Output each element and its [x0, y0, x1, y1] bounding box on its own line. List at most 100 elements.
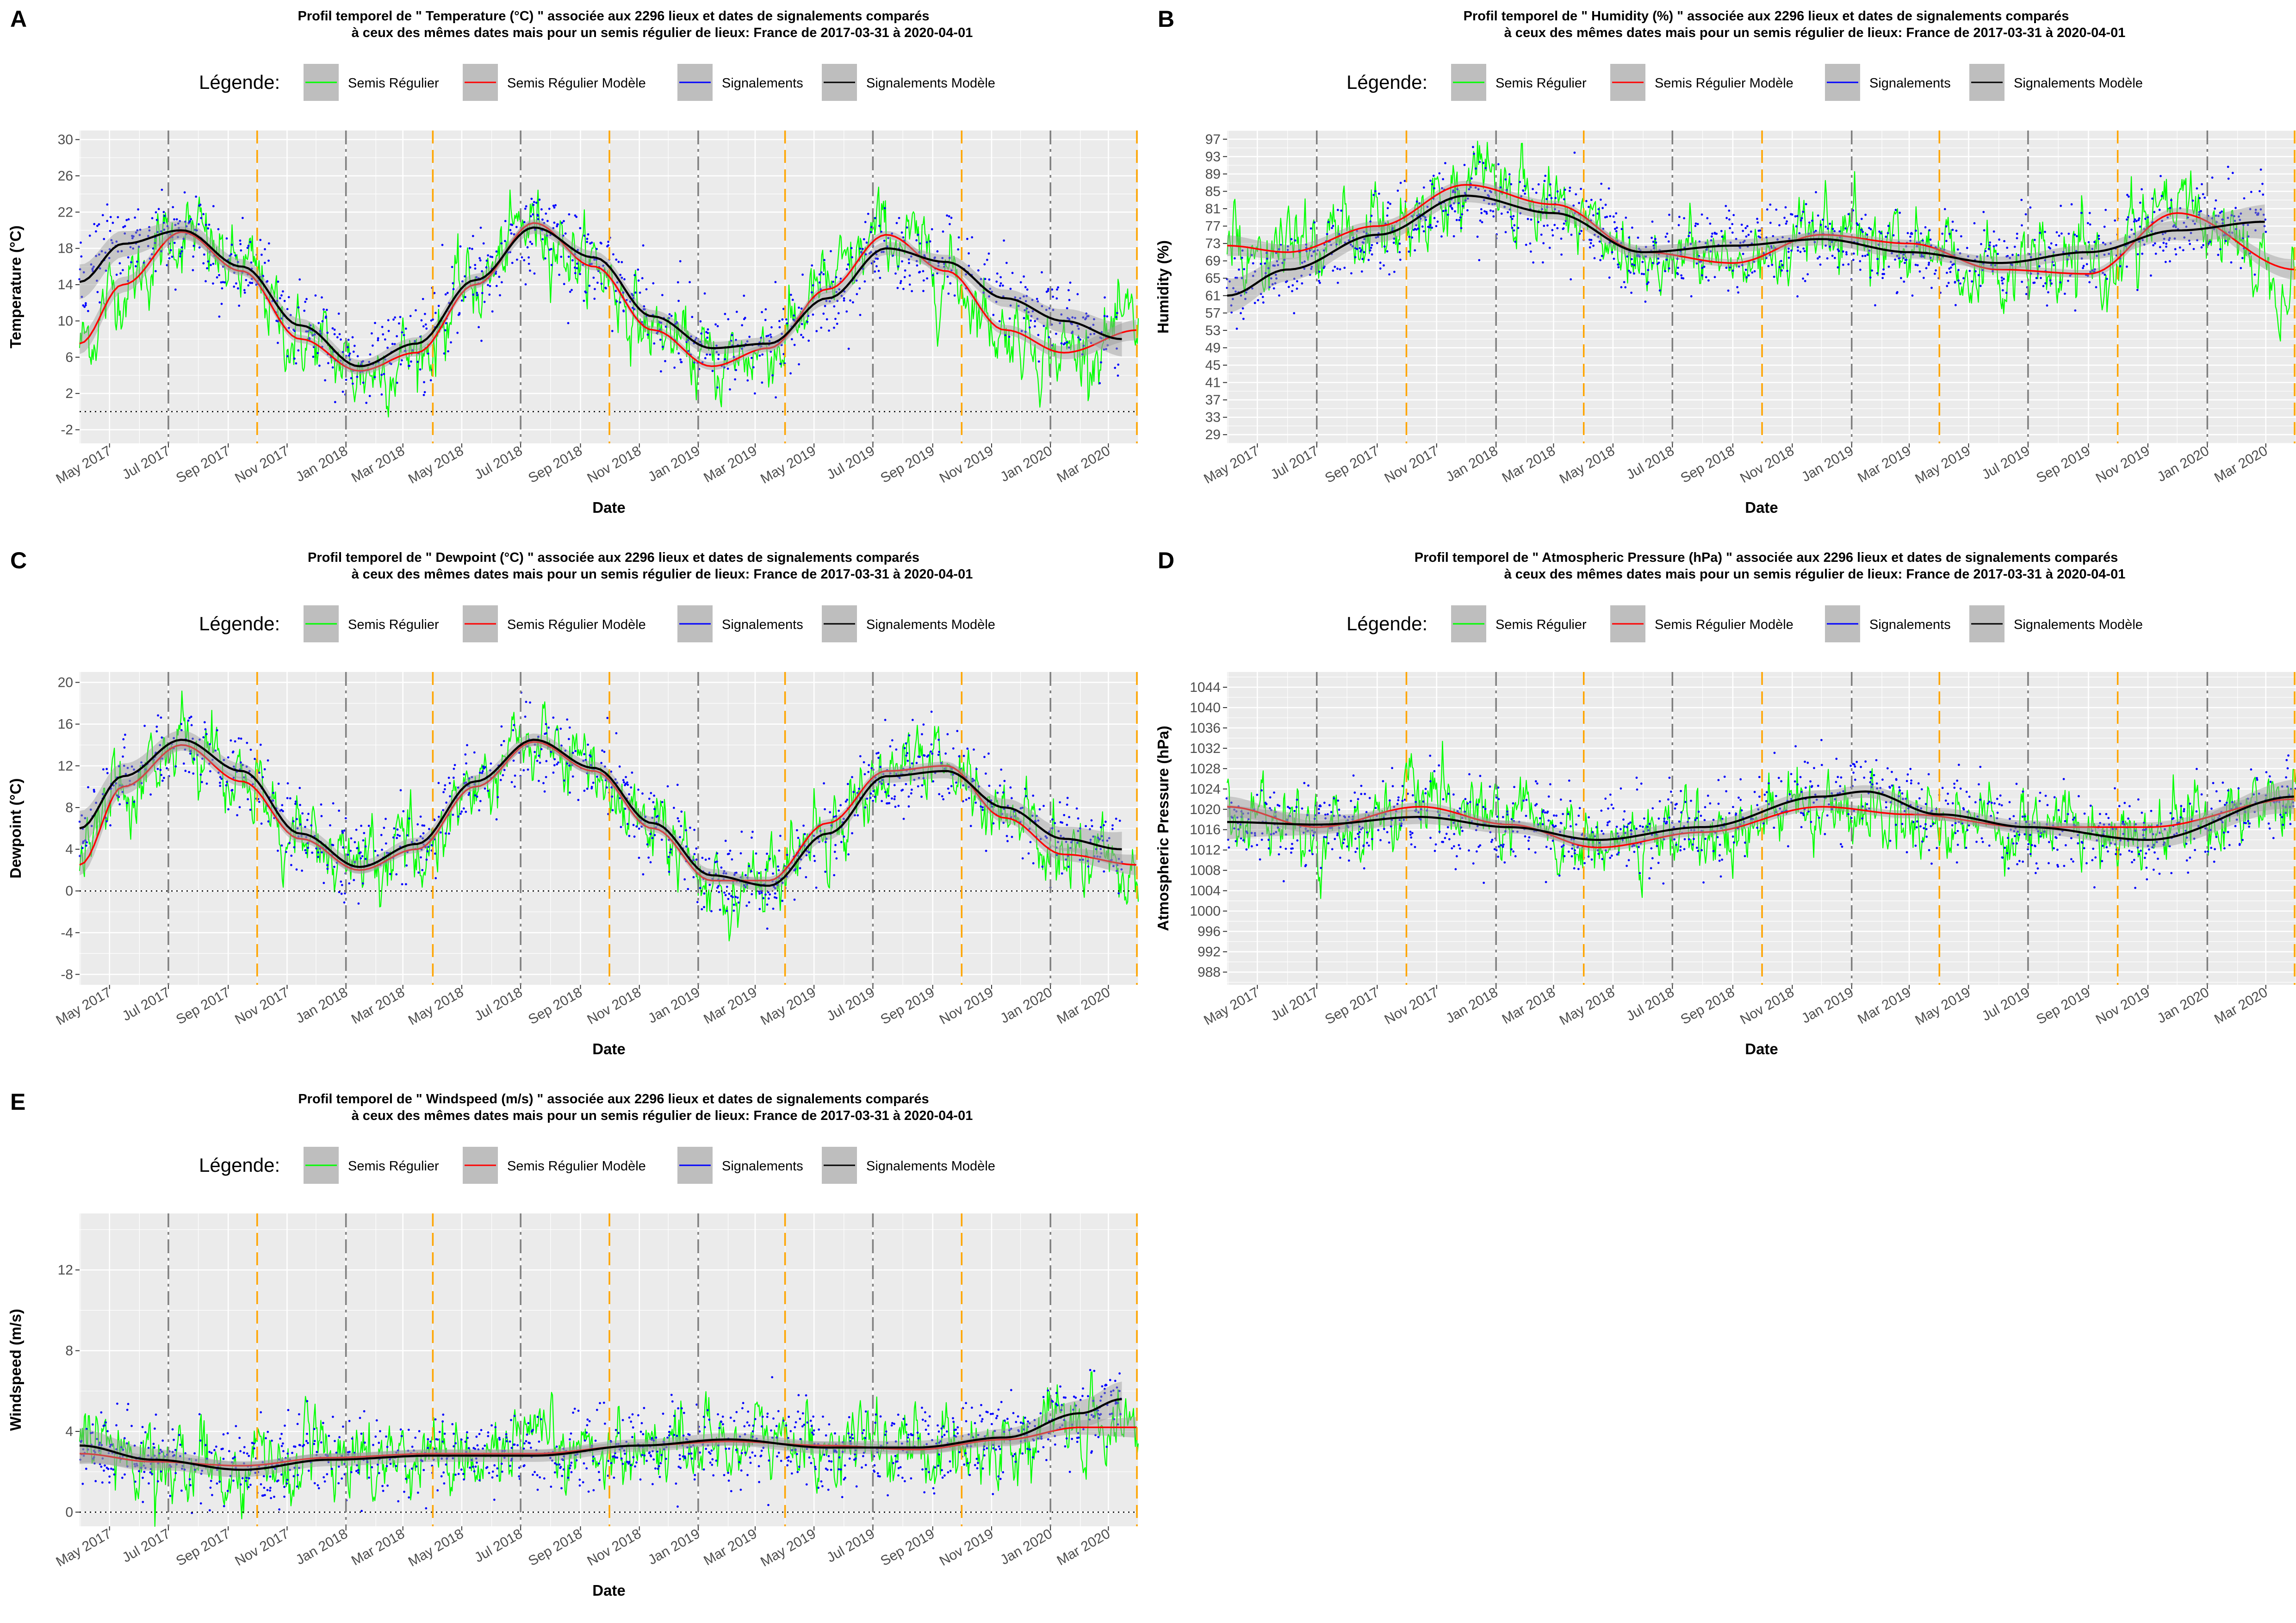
signalement-point: [937, 265, 940, 267]
signalement-point: [299, 823, 302, 826]
signalement-point: [834, 317, 837, 320]
signalement-point: [1336, 267, 1339, 270]
signalement-point: [408, 365, 411, 367]
signalement-point: [1873, 774, 1875, 777]
signalement-point: [495, 818, 498, 821]
signalement-point: [2101, 860, 2104, 863]
signalement-point: [362, 381, 365, 384]
signalement-point: [2127, 216, 2129, 218]
signalement-point: [1640, 782, 1643, 785]
signalement-point: [2103, 225, 2106, 228]
signalement-point: [104, 251, 107, 254]
signalement-point: [331, 327, 334, 330]
signalement-point: [1505, 189, 1508, 192]
signalement-point: [344, 817, 347, 820]
signalement-point: [1866, 233, 1868, 236]
legend: Légende: Semis Régulier Semis Régulier Mod…: [199, 1147, 995, 1184]
signalement-point: [1693, 838, 1695, 840]
signalement-point: [1409, 833, 1412, 836]
signalement-point: [752, 366, 755, 369]
signalement-point: [1229, 280, 1231, 283]
signalement-point: [1333, 797, 1335, 800]
signalement-point: [937, 753, 940, 756]
signalement-point: [716, 852, 719, 855]
signalement-point: [1575, 193, 1577, 196]
signalement-point: [1301, 261, 1303, 264]
signalement-point: [638, 857, 640, 859]
signalement-point: [724, 894, 727, 896]
signalement-point: [556, 728, 558, 731]
signalement-point: [2225, 802, 2228, 804]
signalement-point: [910, 255, 912, 258]
signalement-point: [1886, 767, 1889, 770]
signalement-point: [1794, 745, 1797, 747]
signalement-point: [1869, 276, 1872, 279]
signalement-point: [1362, 844, 1365, 847]
signalement-point: [481, 292, 484, 294]
signalement-point: [1334, 838, 1336, 840]
signalement-point: [489, 285, 491, 287]
signalement-point: [988, 784, 991, 787]
signalement-point: [1051, 344, 1054, 347]
signalement-point: [1363, 230, 1365, 233]
signalement-point: [533, 272, 536, 275]
signalement-point: [1620, 228, 1623, 230]
signalement-point: [307, 330, 310, 333]
x-tick-label: May 2017: [54, 984, 114, 1028]
signalement-point: [2011, 254, 2014, 256]
signalement-point: [2000, 804, 2003, 807]
signalement-point: [616, 281, 619, 284]
signalement-point: [1525, 243, 1527, 246]
signalement-point: [2139, 225, 2141, 228]
signalement-point: [2231, 172, 2234, 174]
signalement-point: [1697, 810, 1700, 813]
signalement-point: [272, 791, 274, 794]
signalement-point: [1274, 274, 1277, 276]
signalement-point: [1883, 273, 1886, 275]
signalement-point: [632, 297, 635, 299]
signalement-point: [588, 285, 591, 287]
signalement-point: [541, 238, 544, 241]
signalement-point: [277, 342, 279, 344]
y-tick-label: 1016: [1190, 822, 1221, 838]
signalement-point: [303, 310, 306, 312]
signalement-point: [287, 296, 290, 298]
signalement-point: [1664, 236, 1667, 238]
signalement-point: [323, 308, 325, 311]
signalement-point: [985, 772, 987, 775]
signalement-point: [778, 849, 781, 852]
signalement-point: [962, 755, 965, 757]
signalement-point: [1735, 238, 1738, 240]
signalement-point: [915, 239, 918, 242]
signalement-point: [1356, 248, 1359, 250]
signalement-point: [1892, 234, 1895, 236]
signalement-point: [1264, 262, 1266, 265]
chart-title-line1: Profil temporel de " Windspeed (m/s) " a…: [298, 1092, 929, 1107]
signalement-point: [1410, 843, 1413, 846]
signalement-point: [237, 737, 240, 740]
signalement-point: [737, 901, 740, 904]
signalement-point: [988, 295, 991, 298]
signalement-point: [534, 751, 536, 753]
signalement-point: [1055, 332, 1057, 335]
signalement-point: [727, 318, 730, 321]
signalement-point: [2153, 851, 2156, 854]
signalement-point: [301, 870, 303, 872]
signalement-point: [491, 256, 494, 258]
signalement-point: [925, 241, 928, 243]
signalement-point: [423, 381, 425, 384]
signalement-point: [1758, 776, 1761, 778]
signalement-point: [1783, 217, 1786, 219]
signalement-point: [2040, 277, 2042, 280]
signalement-point: [532, 204, 535, 206]
signalement-point: [297, 349, 300, 352]
signalement-point: [718, 891, 720, 893]
signalement-point: [2241, 257, 2244, 259]
signalement-point: [906, 759, 909, 762]
signalement-point: [1446, 213, 1449, 216]
signalement-point: [582, 263, 584, 266]
signalement-point: [852, 301, 854, 304]
signalement-point: [529, 215, 532, 218]
signalement-point: [851, 256, 853, 259]
signalement-point: [1652, 241, 1655, 243]
